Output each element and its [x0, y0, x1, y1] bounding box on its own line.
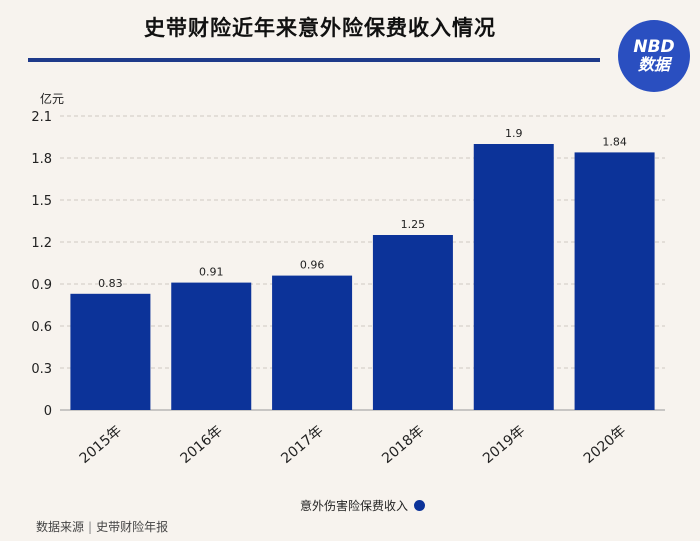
bar-2015 — [70, 293, 151, 410]
source-value: 史带财险年报 — [96, 520, 169, 534]
y-tick-label: 2.1 — [31, 110, 52, 125]
y-tick-label: 0.9 — [31, 278, 52, 293]
x-tick-label: 2018年 — [379, 423, 427, 467]
y-tick-label: 1.8 — [31, 152, 52, 167]
data-label: 1.25 — [401, 218, 426, 231]
bar-2019 — [473, 144, 554, 410]
data-label: 0.83 — [98, 277, 123, 290]
source-label: 数据来源 — [36, 520, 85, 534]
y-tick-label: 0.3 — [31, 362, 52, 377]
legend: 意外伤害险保费收入 — [300, 497, 426, 514]
bar-2017 — [272, 275, 353, 410]
legend-label: 意外伤害险保费收入 — [300, 499, 409, 513]
logo-text-nbd: NBD — [633, 36, 675, 57]
x-tick-label: 2016年 — [178, 423, 226, 467]
bar-2016 — [171, 282, 252, 410]
data-label: 0.91 — [199, 266, 224, 279]
x-tick-label: 2015年 — [77, 423, 125, 467]
y-axis-unit: 亿元 — [40, 92, 65, 106]
legend-swatch — [414, 500, 426, 511]
source-separator: | — [88, 520, 93, 534]
data-label: 1.84 — [602, 135, 627, 148]
nbd-data-logo: NBD 数据 — [618, 20, 690, 92]
x-tick-label: 2017年 — [278, 423, 326, 467]
bar-2018 — [372, 235, 453, 410]
y-tick-label: 1.2 — [31, 236, 52, 251]
y-tick-label: 0.6 — [31, 320, 52, 335]
y-tick-label: 1.5 — [31, 194, 52, 209]
data-label: 1.9 — [505, 127, 523, 140]
logo-text-data: 数据 — [637, 54, 670, 74]
x-tick-label: 2020年 — [581, 423, 629, 467]
data-source: 数据来源 | 史带财险年报 — [36, 518, 168, 535]
y-tick-label: 0 — [44, 404, 52, 419]
bar-2020 — [574, 152, 655, 410]
data-label: 0.96 — [300, 259, 325, 272]
title-underline — [28, 58, 600, 62]
chart-title: 史带财险近年来意外险保费收入情况 — [144, 16, 496, 40]
x-tick-label: 2019年 — [480, 423, 528, 467]
